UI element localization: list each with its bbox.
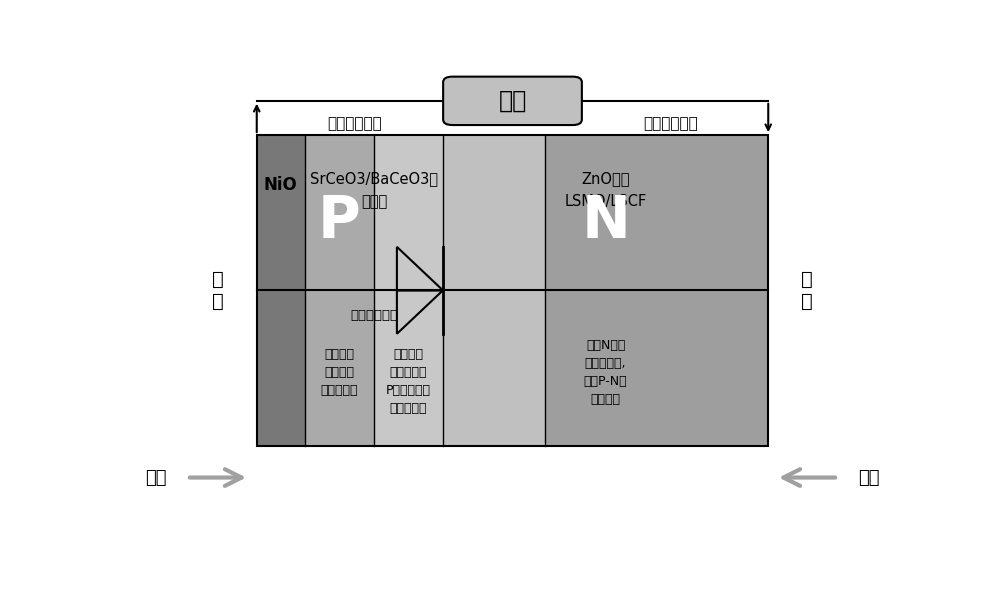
Text: NiO: NiO xyxy=(264,176,298,195)
Text: 掺入N型半
导体氧化锌,
形成P-N结
单向导通: 掺入N型半 导体氧化锌, 形成P-N结 单向导通 xyxy=(584,339,627,406)
Text: 负载: 负载 xyxy=(498,89,527,113)
Text: 氢气: 氢气 xyxy=(145,468,167,486)
Text: 单向电子导通: 单向电子导通 xyxy=(350,308,398,321)
Bar xyxy=(443,135,545,445)
Bar xyxy=(257,135,768,445)
Text: 富氢侧：
质子导体
电子电阱大: 富氢侧： 质子导体 电子电阱大 xyxy=(321,348,358,397)
Bar xyxy=(374,135,443,445)
Bar xyxy=(257,135,305,445)
Bar xyxy=(545,135,768,445)
Text: 富氧侧：
氧离子导体
P型电子导体
电子电阱小: 富氧侧： 氧离子导体 P型电子导体 电子电阱小 xyxy=(386,348,431,415)
Text: 正
极: 正 极 xyxy=(801,270,813,311)
Text: 氧气: 氧气 xyxy=(858,468,880,486)
Text: 电流单向导通: 电流单向导通 xyxy=(327,116,382,131)
Text: N: N xyxy=(581,193,630,250)
Bar xyxy=(305,135,374,445)
Text: 电流单向导通: 电流单向导通 xyxy=(643,116,698,131)
Text: P: P xyxy=(318,193,361,250)
FancyBboxPatch shape xyxy=(443,76,582,125)
Text: SrCeO3/BaCeO3基
电解质: SrCeO3/BaCeO3基 电解质 xyxy=(310,171,438,209)
Text: 负
极: 负 极 xyxy=(212,270,224,311)
Text: ZnO掃杂
LSMO/LSCF: ZnO掃杂 LSMO/LSCF xyxy=(564,171,647,209)
